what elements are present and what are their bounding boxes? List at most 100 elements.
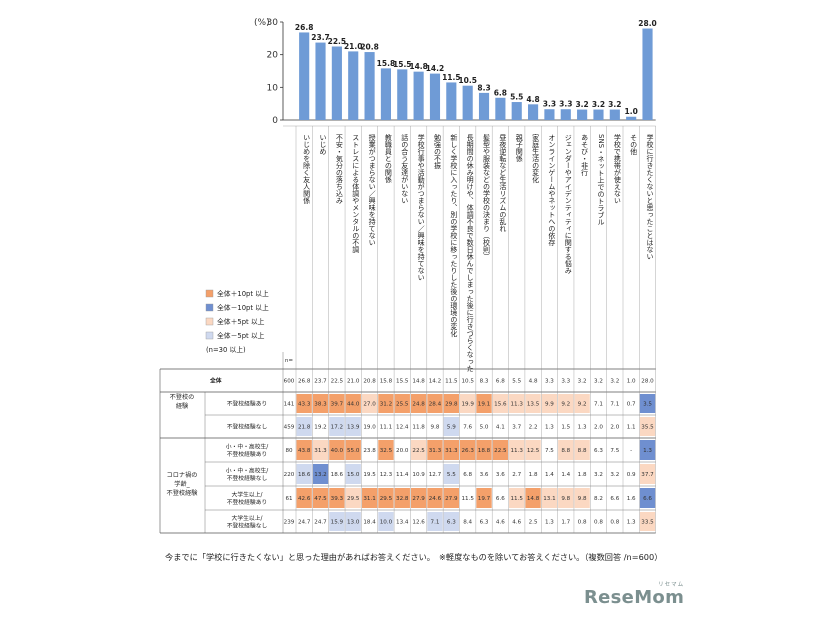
category-label: 教職員との関係 [384,133,392,184]
table-n: 80 [285,448,293,454]
table-cell-fill [541,394,558,413]
table-cell: 1.1 [627,425,636,431]
table-cell-fill [312,488,329,508]
table-cell: 7.5 [545,448,554,454]
table-cell: 10.9 [412,472,425,478]
bar-value-label: 14.2 [426,64,445,73]
bar-value-label: 21.0 [344,42,363,51]
table-cell-fill [639,440,656,460]
bar-value-label: 15.8 [377,59,396,68]
category-label: 学校に行きたくないと思ったことはない [646,133,654,260]
table-cell: 0.8 [594,520,603,526]
category-label: 家庭生活の変化 [532,133,540,184]
table-cell: 11.5 [510,496,523,502]
category-label: 親子関係 [515,133,523,163]
bar [511,102,522,120]
table-cell-fill [509,394,525,413]
table-cell-fill [378,440,394,460]
table-cell: 9.8 [578,496,587,502]
table-cell-fill [541,488,558,508]
table-cell: 4.1 [496,425,505,431]
table-cell: 23.7 [314,379,327,385]
table-cell: 39.3 [331,496,344,502]
table-cell-fill [329,417,345,436]
table-cell: 3.5 [643,402,652,408]
table-cell: 31.3 [314,448,327,454]
bar [642,28,653,120]
table-cell: 12.6 [412,520,425,526]
row-label: 不登校経験あり [227,400,268,408]
bar-value-label: 5.5 [510,93,523,102]
table-cell: 13.0 [347,520,360,526]
table-n: 459 [284,425,295,431]
table-cell: 4.6 [512,520,521,526]
table-cell: 13.5 [527,402,540,408]
table-cell: 18.6 [298,472,311,478]
table-cell: 6.6 [610,496,619,502]
table-cell-fill [639,488,656,508]
table-cell: 1.4 [561,472,570,478]
table-cell-fill [558,488,574,508]
table-cell-fill [345,417,361,436]
bar [364,52,375,121]
table-cell: 7.5 [610,448,619,454]
table-cell: 3.2 [610,472,619,478]
table-cell: 11.5 [461,496,474,502]
table-cell-fill [394,488,410,508]
table-cell-fill [296,417,312,436]
table-cell-fill [443,417,459,436]
row-label: 大学生以上/ [232,514,263,522]
table-cell: 43.3 [298,402,311,408]
bar [593,109,604,120]
table-cell-fill [574,488,590,508]
table-cell: 7.1 [610,402,619,408]
y-tick-label: 30 [267,18,279,28]
table-cell: 0.8 [610,520,619,526]
table-cell: 19.9 [461,402,474,408]
bar [577,109,588,120]
bar [315,42,326,120]
y-tick-label: 20 [267,51,279,61]
table-cell: 3.7 [512,425,521,431]
table-cell: 19.0 [363,425,376,431]
table-cell: 27.0 [363,402,376,408]
table-cell-fill [410,440,427,460]
table-cell: 23.8 [363,448,376,454]
table-n: 61 [285,496,293,502]
table-cell-fill [476,488,492,508]
table-cell-fill [525,440,541,460]
legend-note: (n=30 以上) [206,345,246,354]
table-cell: 27.9 [412,496,425,502]
table-cell: 26.8 [298,379,311,385]
table-cell: 55.0 [347,448,360,454]
table-n: 600 [284,379,295,385]
table-cell: 35.5 [641,425,654,431]
table-cell-fill [492,440,509,460]
table-cell: 11.1 [380,425,393,431]
table-cell-fill [296,488,312,508]
table-cell: 25.5 [396,402,409,408]
bar [380,68,391,120]
table-cell-fill [443,394,459,413]
table-cell: - [630,448,632,454]
table-cell: 2.0 [594,425,603,431]
row-label: 小・中・高校生/ [226,443,269,451]
category-label: 勉強の不振 [433,133,441,170]
bars: 26.823.722.521.020.8 15.815.514.814.211.5… [295,19,657,121]
logo-text: ReseMom [584,587,685,608]
table-cell: 8.8 [578,448,587,454]
table-cell-fill [525,394,541,413]
table-cell: 9.8 [431,425,440,431]
table-cell-fill [509,488,525,508]
table-cell-fill [345,394,361,413]
table-cell-fill [312,464,329,484]
group-label-covid: コロナ禍の [167,471,198,479]
bar [626,116,637,120]
table-cell: 14.2 [429,379,441,385]
bar-value-label: 6.8 [494,88,507,97]
table-cell: 29.8 [445,402,458,408]
table-cell: 9.8 [561,496,570,502]
table-cell: 18.4 [363,520,376,526]
table-cell: 9.2 [561,402,570,408]
table-cell: 31.3 [445,448,458,454]
